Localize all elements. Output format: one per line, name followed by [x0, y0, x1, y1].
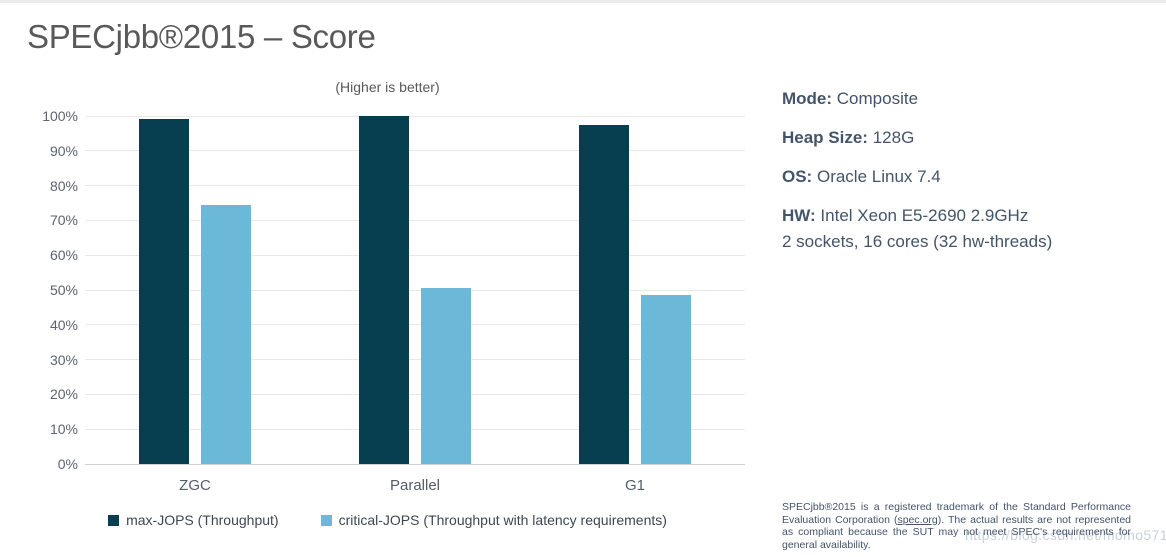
bar-groups	[85, 116, 745, 464]
y-tick-label: 10%	[49, 421, 78, 438]
y-tick-label: 80%	[49, 177, 78, 194]
legend-item: max-JOPS (Throughput)	[108, 512, 279, 528]
y-tick-label: 70%	[49, 212, 78, 229]
spec-label: Mode:	[782, 89, 833, 108]
spec-label: OS:	[782, 167, 813, 186]
y-tick-label: 90%	[49, 142, 78, 159]
gridline	[85, 185, 745, 187]
spec-row-hw: HW: Intel Xeon E5-2690 2.9GHz 2 sockets,…	[782, 203, 1154, 255]
watermark: https://blog.csdn.net/momo571	[964, 527, 1166, 543]
bar	[579, 124, 629, 464]
legend-label: max-JOPS (Throughput)	[126, 512, 279, 528]
x-axis-line	[85, 463, 745, 465]
y-tick-label: 50%	[49, 282, 78, 298]
legend: max-JOPS (Throughput) critical-JOPS (Thro…	[30, 512, 745, 528]
gridline	[85, 324, 745, 326]
spec-label: Heap Size:	[782, 128, 868, 147]
legend-label: critical-JOPS (Throughput with latency r…	[338, 512, 667, 528]
plot-area	[85, 115, 745, 465]
y-tick-label: 20%	[49, 386, 78, 403]
x-axis: ZGC Parallel G1	[85, 477, 745, 494]
disclaimer: SPECjbb®2015 is a registered trademark o…	[782, 501, 1131, 551]
bar-group-g1	[525, 116, 745, 464]
spec-label: HW:	[782, 206, 816, 225]
spec-org-link[interactable]: spec.org	[897, 513, 938, 526]
x-tick-label: ZGC	[179, 477, 211, 494]
spec-row-os: OS: Oracle Linux 7.4	[782, 164, 1154, 190]
specs-panel: Mode: Composite Heap Size: 128G OS: Orac…	[782, 86, 1154, 268]
y-tick-label: 100%	[42, 108, 78, 124]
gridline	[85, 289, 745, 291]
spec-value: Composite	[836, 89, 919, 108]
y-tick-label: 60%	[49, 247, 78, 264]
gridline	[85, 115, 745, 117]
spec-row-heap-size: Heap Size: 128G	[782, 125, 1154, 151]
bar-group-parallel	[305, 116, 525, 464]
spec-value: Oracle Linux 7.4	[816, 167, 941, 186]
x-tick-label: G1	[624, 477, 645, 494]
y-tick-label: 40%	[49, 316, 78, 333]
legend-item: critical-JOPS (Throughput with latency r…	[320, 512, 667, 528]
gridline	[85, 359, 745, 361]
gridline	[85, 219, 745, 221]
y-tick-label: 30%	[49, 351, 78, 368]
chart-subtitle: (Higher is better)	[335, 79, 440, 95]
bar	[201, 204, 251, 464]
spec-row-mode: Mode: Composite	[782, 86, 1154, 112]
y-axis: 0% 10% 20% 30% 40% 50% 60% 70% 80% 90% 100%	[24, 108, 78, 472]
spec-extra-line: 2 sockets, 16 cores (32 hw-threads)	[782, 232, 1053, 251]
bar	[139, 119, 189, 464]
y-tick-label: 0%	[57, 456, 78, 472]
gridline	[85, 254, 745, 256]
disclaimer-text-after: ). The actual results are not represente…	[782, 513, 1132, 551]
gridline	[85, 428, 745, 430]
bar	[421, 288, 471, 464]
top-edge-strip	[0, 0, 1166, 3]
legend-swatch-icon	[108, 514, 120, 526]
bar	[359, 116, 409, 464]
gridline	[85, 393, 745, 395]
bar-group-zgc	[85, 116, 305, 464]
spec-value: Intel Xeon E5-2690 2.9GHz	[820, 206, 1029, 225]
disclaimer-text-before: SPECjbb®2015 is a registered trademark o…	[782, 501, 1131, 526]
gridline	[85, 150, 745, 152]
page-title: SPECjbb®2015 – Score	[27, 18, 376, 55]
x-tick-label: Parallel	[389, 477, 441, 494]
legend-swatch-icon	[320, 514, 332, 526]
spec-value: 128G	[872, 128, 915, 147]
bar	[641, 295, 691, 464]
